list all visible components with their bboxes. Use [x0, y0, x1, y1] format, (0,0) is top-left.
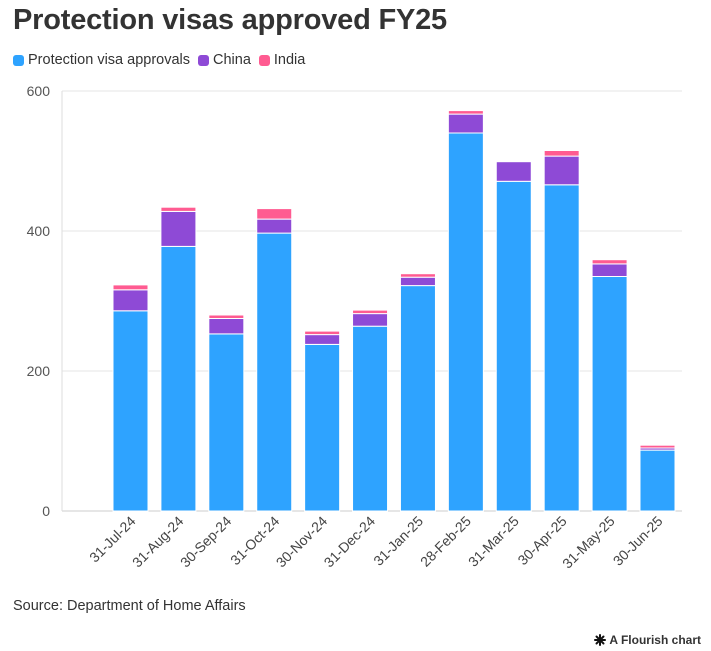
- bar-india-28-feb-25: [447, 110, 484, 115]
- bar-china-30-nov-24: [304, 334, 341, 345]
- bar-india-30-jun-25: [639, 444, 676, 449]
- legend-swatch-protection: [13, 54, 24, 66]
- bar-protection-visa-approvals-28-feb-25: [447, 132, 484, 512]
- bar-protection-visa-approvals-31-oct-24: [256, 232, 293, 512]
- bar-india-30-sep-24: [208, 314, 245, 319]
- legend-label-china: China: [213, 52, 251, 68]
- bar-protection-visa-approvals-31-aug-24: [160, 245, 197, 512]
- x-tick-label: 30-Jun-25: [610, 513, 666, 569]
- flourish-credit[interactable]: A Flourish chart: [594, 633, 701, 647]
- bar-india-31-jul-24: [112, 284, 149, 291]
- bar-china-30-apr-25: [543, 155, 580, 186]
- legend-label-india: India: [273, 52, 306, 68]
- y-tick-label: 400: [27, 223, 51, 239]
- legend-item-protection[interactable]: Protection visa approvals: [13, 52, 190, 68]
- source-note: Source: Department of Home Affairs: [13, 598, 246, 614]
- x-tick-label: 28-Feb-25: [417, 513, 474, 570]
- bar-china-31-jul-24: [112, 289, 149, 312]
- bar-china-28-feb-25: [447, 113, 484, 134]
- flourish-logo-icon: [594, 634, 607, 646]
- bar-india-31-aug-24: [160, 206, 197, 212]
- legend-item-india[interactable]: India: [258, 52, 306, 68]
- x-tick-label: 31-Aug-24: [129, 513, 187, 571]
- bar-protection-visa-approvals-30-apr-25: [543, 184, 580, 512]
- bar-china-31-oct-24: [256, 218, 293, 234]
- bar-india-31-jan-25: [399, 273, 436, 278]
- bar-india-31-may-25: [591, 259, 628, 265]
- y-tick-label: 600: [27, 83, 51, 99]
- x-tick-label: 31-Dec-24: [321, 513, 379, 571]
- y-tick-label: 200: [27, 363, 51, 379]
- bar-china-31-dec-24: [352, 313, 389, 327]
- bar-india-30-apr-25: [543, 150, 580, 157]
- legend-label-protection: Protection visa approvals: [28, 52, 190, 68]
- chart-title: Protection visas approved FY25: [13, 4, 447, 36]
- bar-india-31-dec-24: [352, 309, 389, 315]
- flourish-credit-label: A Flourish chart: [609, 633, 701, 647]
- bar-india-31-oct-24: [256, 208, 293, 220]
- y-tick-label: 0: [42, 503, 50, 519]
- x-tick-label: 31-Mar-25: [465, 513, 522, 570]
- bar-protection-visa-approvals-30-nov-24: [304, 343, 341, 512]
- bar-india-30-nov-24: [304, 330, 341, 336]
- x-tick-label: 30-Nov-24: [273, 513, 331, 571]
- legend: Protection visa approvals China India: [13, 52, 305, 68]
- bar-protection-visa-approvals-30-sep-24: [208, 333, 245, 512]
- bar-protection-visa-approvals-31-jan-25: [399, 285, 436, 512]
- legend-swatch-china: [198, 54, 209, 66]
- x-tick-label: 31-May-25: [559, 513, 618, 572]
- bar-protection-visa-approvals-30-jun-25: [639, 449, 676, 512]
- bar-china-30-sep-24: [208, 318, 245, 335]
- legend-item-china[interactable]: China: [198, 52, 251, 68]
- bar-protection-visa-approvals-31-may-25: [591, 276, 628, 512]
- x-tick-label: 30-Sep-24: [177, 513, 235, 571]
- bar-china-31-mar-25: [495, 161, 532, 182]
- bar-protection-visa-approvals-31-jul-24: [112, 310, 149, 512]
- bar-protection-visa-approvals-31-mar-25: [495, 180, 532, 512]
- bar-protection-visa-approvals-31-dec-24: [352, 325, 389, 512]
- bar-china-31-jan-25: [399, 276, 436, 287]
- bar-china-31-may-25: [591, 263, 628, 277]
- bar-china-31-aug-24: [160, 210, 197, 247]
- legend-swatch-india: [258, 54, 270, 66]
